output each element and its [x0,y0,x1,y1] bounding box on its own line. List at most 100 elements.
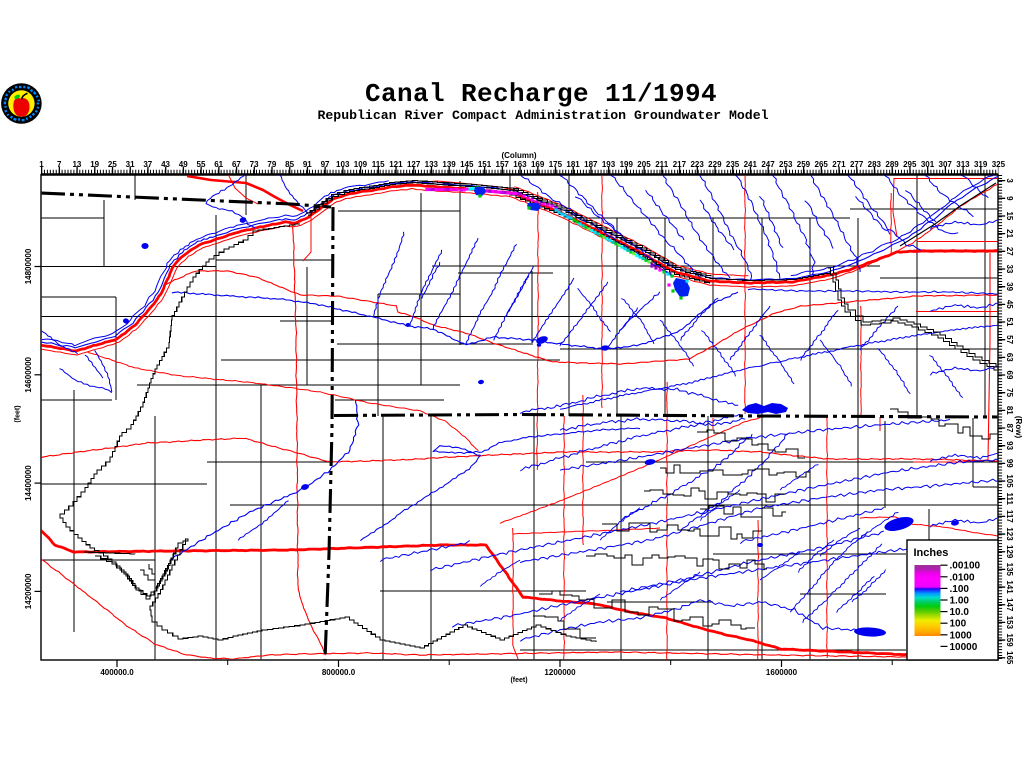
svg-text:49: 49 [179,160,188,169]
svg-text:7: 7 [57,160,62,169]
svg-text:63: 63 [1005,353,1014,362]
svg-text:19: 19 [90,160,99,169]
svg-text:247: 247 [761,160,775,169]
svg-text:205: 205 [637,160,651,169]
svg-text:85: 85 [285,160,294,169]
svg-text:800000.0: 800000.0 [322,668,356,677]
svg-text:325: 325 [992,160,1006,169]
svg-text:15: 15 [1005,211,1014,220]
svg-text:93: 93 [1005,441,1014,450]
svg-text:(Column): (Column) [501,151,536,160]
svg-text:159: 159 [1005,633,1014,647]
svg-text:27: 27 [1005,247,1014,256]
svg-text:57: 57 [1005,335,1014,344]
svg-text:109: 109 [354,160,368,169]
svg-text:133: 133 [425,160,439,169]
svg-text:151: 151 [478,160,492,169]
svg-text:135: 135 [1005,563,1014,577]
svg-text:(Row): (Row) [1014,416,1023,439]
svg-text:10.0: 10.0 [950,607,970,618]
svg-text:91: 91 [303,160,312,169]
svg-text:Inches: Inches [914,547,949,559]
svg-text:217: 217 [673,160,687,169]
svg-text:1200000: 1200000 [544,668,576,677]
svg-text:319: 319 [974,160,988,169]
svg-text:235: 235 [726,160,740,169]
svg-text:.100: .100 [950,584,970,595]
svg-text:313: 313 [956,160,970,169]
svg-text:165: 165 [1005,651,1014,665]
svg-text:400000.0: 400000.0 [100,668,134,677]
svg-text:14600000: 14600000 [24,356,33,392]
svg-text:211: 211 [655,160,668,169]
svg-text:223: 223 [690,160,704,169]
svg-text:25: 25 [108,160,117,169]
svg-text:33: 33 [1005,264,1014,273]
svg-text:1: 1 [39,160,44,169]
svg-text:69: 69 [1005,371,1014,380]
svg-text:105: 105 [1005,474,1014,488]
svg-text:79: 79 [267,160,276,169]
svg-text:39: 39 [1005,282,1014,291]
svg-text:187: 187 [584,160,598,169]
svg-text:295: 295 [903,160,917,169]
svg-text:100: 100 [950,619,967,630]
svg-text:.00100: .00100 [950,561,981,572]
svg-text:141: 141 [1005,580,1014,594]
svg-text:253: 253 [779,160,793,169]
svg-text:265: 265 [815,160,829,169]
svg-text:271: 271 [832,160,846,169]
svg-text:(feet): (feet) [510,677,527,684]
svg-text:139: 139 [442,160,456,169]
svg-text:73: 73 [250,160,259,169]
svg-text:.0100: .0100 [950,572,975,583]
svg-text:43: 43 [161,160,170,169]
svg-text:14200000: 14200000 [24,573,33,609]
svg-text:81: 81 [1005,406,1014,415]
svg-text:111: 111 [1005,492,1014,505]
svg-text:283: 283 [868,160,882,169]
svg-text:123: 123 [1005,527,1014,541]
svg-text:51: 51 [1005,318,1014,327]
svg-text:121: 121 [389,160,403,169]
svg-text:55: 55 [197,160,206,169]
svg-text:10000: 10000 [950,642,978,653]
svg-text:67: 67 [232,160,241,169]
svg-text:181: 181 [566,160,580,169]
svg-text:87: 87 [1005,424,1014,433]
svg-text:37: 37 [143,160,152,169]
svg-text:259: 259 [797,160,811,169]
svg-text:21: 21 [1005,229,1014,238]
svg-text:14400000: 14400000 [24,465,33,501]
svg-text:61: 61 [214,160,223,169]
svg-text:117: 117 [1005,510,1014,523]
svg-text:14800000: 14800000 [24,248,33,284]
svg-text:145: 145 [460,160,474,169]
svg-text:153: 153 [1005,616,1014,630]
svg-text:45: 45 [1005,300,1014,309]
svg-text:307: 307 [939,160,953,169]
svg-text:277: 277 [850,160,864,169]
svg-text:175: 175 [549,160,563,169]
svg-text:75: 75 [1005,388,1014,397]
svg-text:115: 115 [372,160,385,169]
svg-text:199: 199 [620,160,634,169]
svg-text:9: 9 [1005,196,1014,201]
svg-text:163: 163 [513,160,527,169]
svg-text:103: 103 [336,160,350,169]
svg-text:97: 97 [321,160,330,169]
svg-text:13: 13 [72,160,81,169]
svg-text:147: 147 [1005,598,1014,612]
svg-text:127: 127 [407,160,421,169]
svg-text:31: 31 [126,160,135,169]
svg-text:169: 169 [531,160,545,169]
svg-text:301: 301 [921,160,935,169]
svg-text:1000: 1000 [950,630,973,641]
svg-text:99: 99 [1005,459,1014,468]
svg-text:229: 229 [708,160,722,169]
svg-text:129: 129 [1005,545,1014,559]
svg-text:Republican River Compact Admin: Republican River Compact Administration … [317,108,768,123]
svg-text:193: 193 [602,160,616,169]
svg-text:3: 3 [1005,178,1014,183]
svg-text:157: 157 [496,160,510,169]
